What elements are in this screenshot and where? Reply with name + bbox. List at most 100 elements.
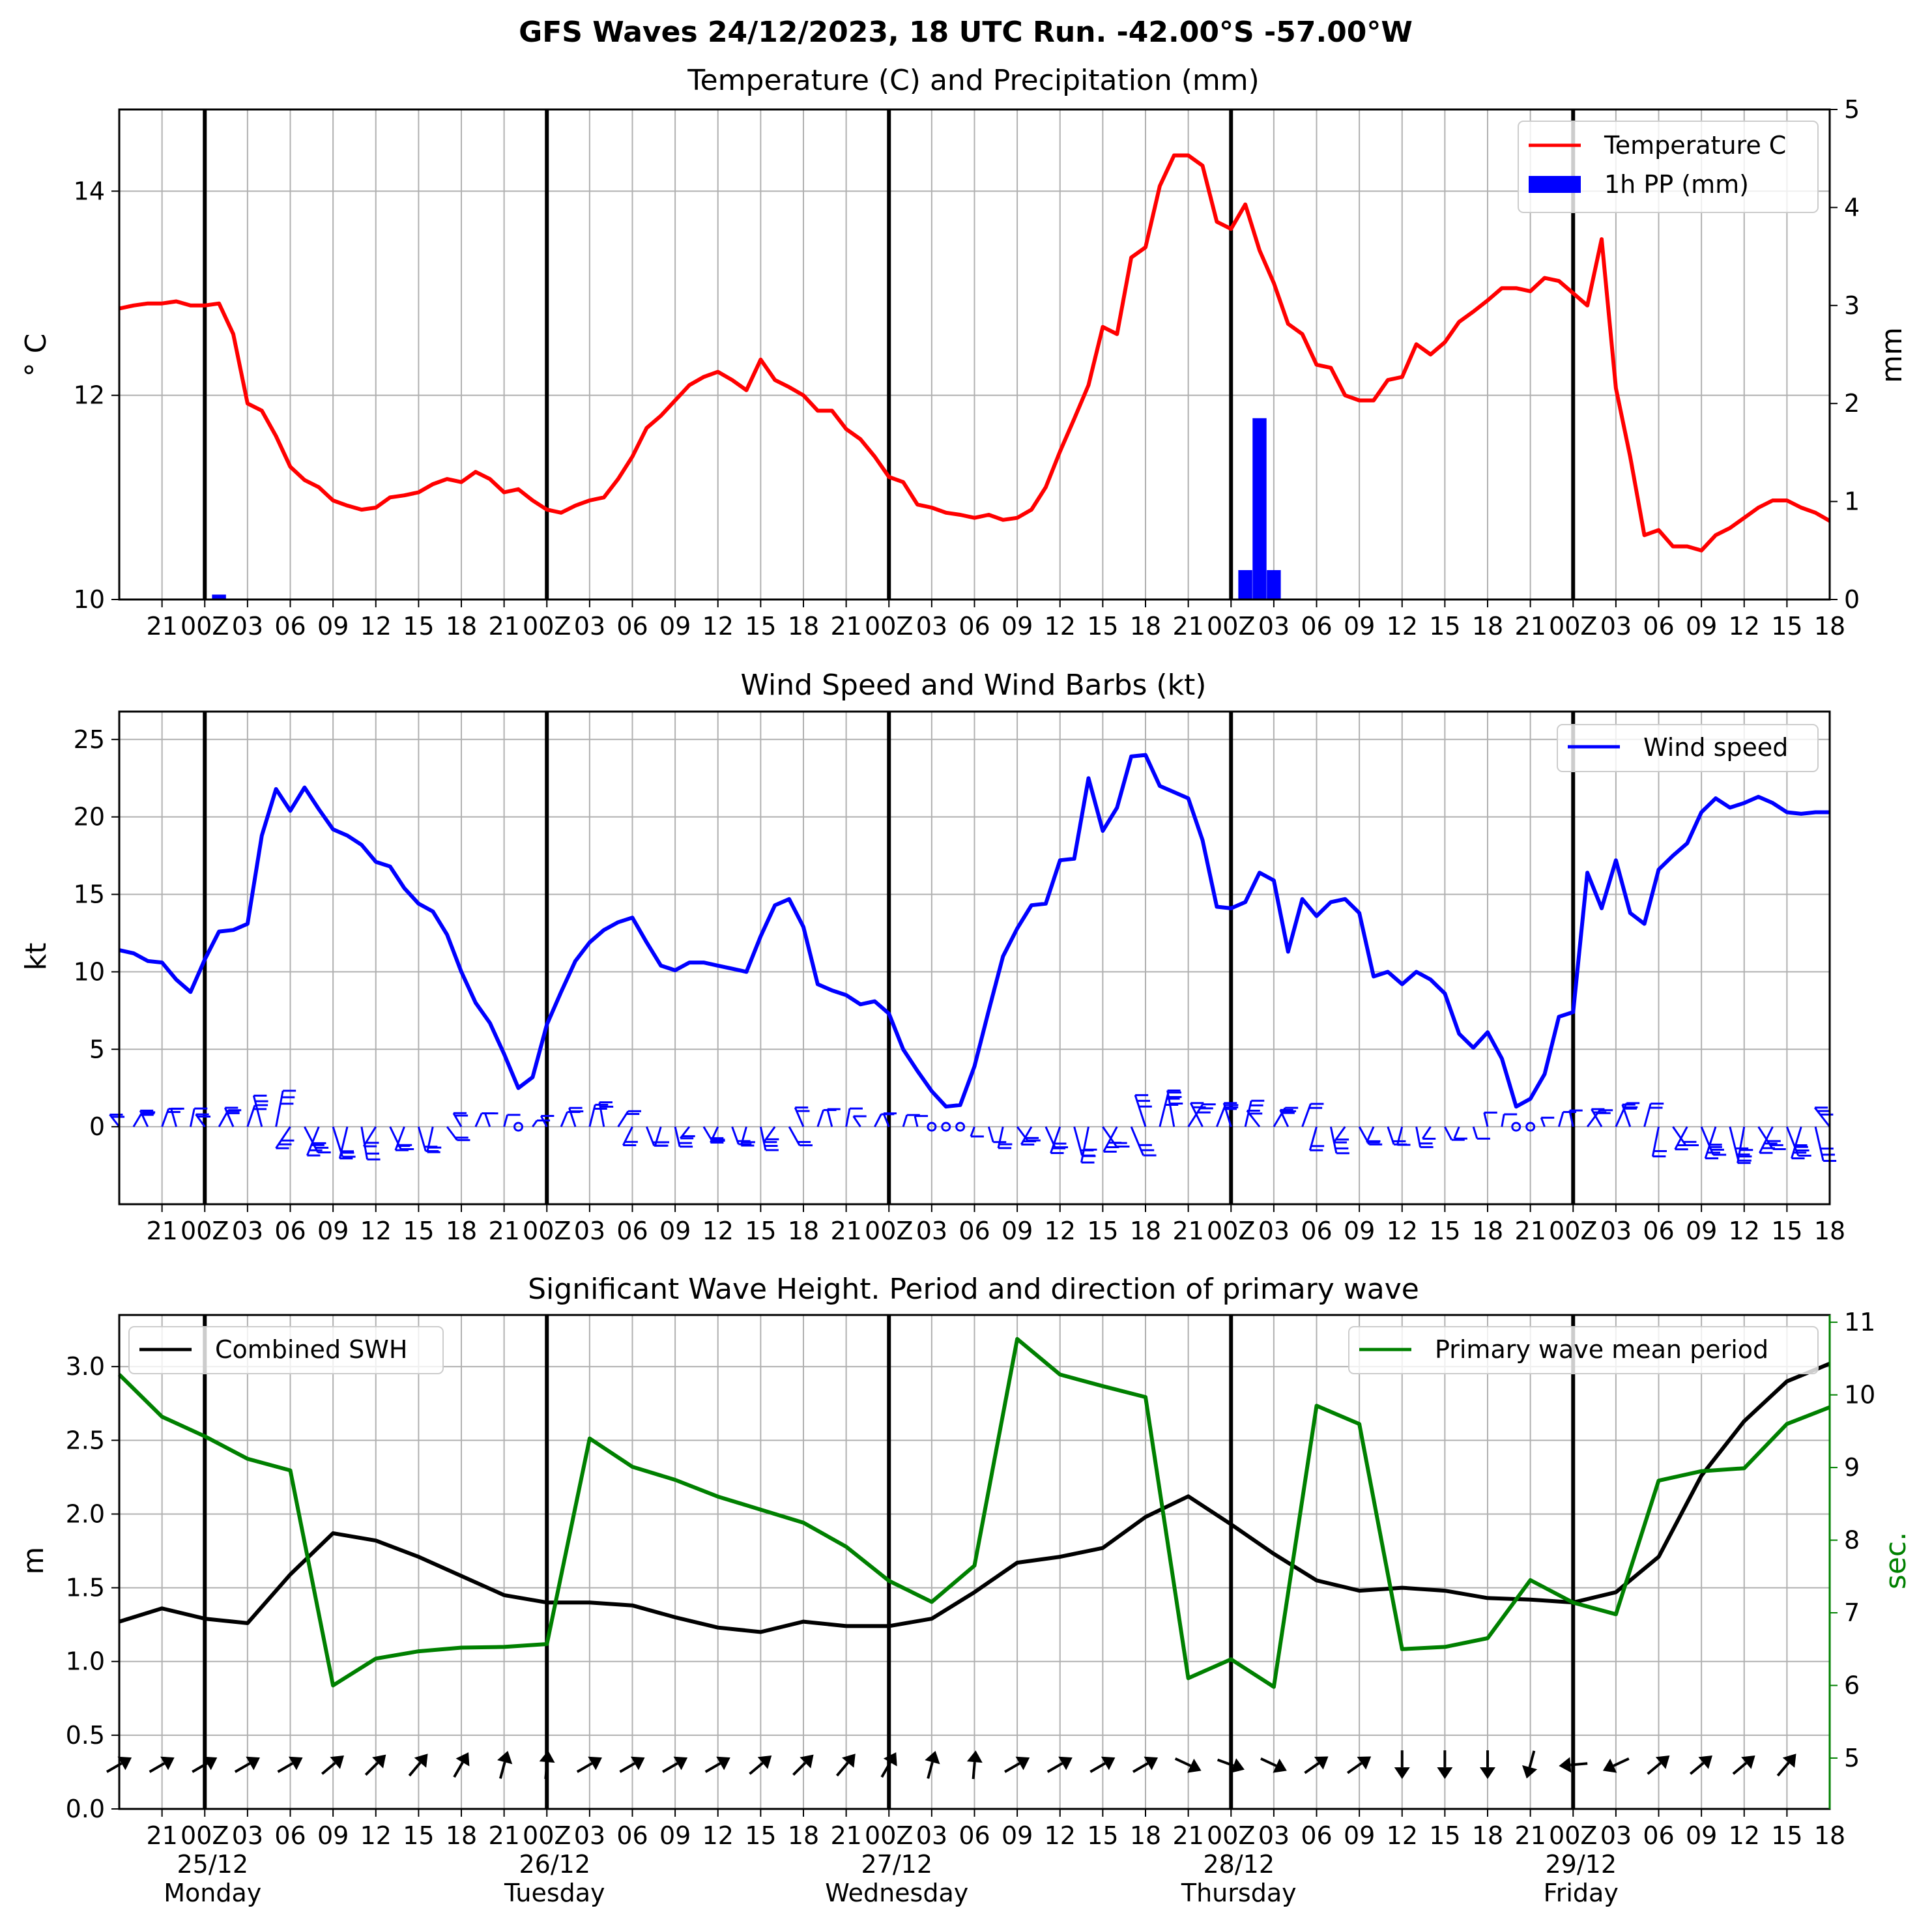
wind-barb — [568, 1106, 584, 1127]
wind-barb-staff — [763, 1126, 776, 1143]
x-tick-label: 03 — [574, 1217, 605, 1245]
wind-barb-staff — [740, 1126, 747, 1146]
wind-barb-staff — [1308, 1126, 1318, 1151]
x-day-name-label: Tuesday — [504, 1879, 605, 1907]
wind-barb — [1050, 1126, 1066, 1155]
precip-bar — [1238, 570, 1252, 599]
x-tick-label: 09 — [1344, 1821, 1375, 1850]
wave-direction-arrow-head — [1437, 1767, 1453, 1780]
x-tick-label: 21 — [488, 1217, 519, 1245]
wind-barb — [1814, 1126, 1837, 1162]
wave-direction-arrow-head — [630, 1756, 645, 1770]
wave-direction-arrow-head — [1559, 1757, 1572, 1773]
wind-barb-staff — [1246, 1110, 1261, 1128]
y-tick-label: 2.0 — [66, 1499, 105, 1528]
wave-direction-arrow — [619, 1756, 645, 1773]
wave-direction-arrow — [149, 1756, 175, 1773]
x-tick-label: 06 — [1643, 612, 1674, 641]
x-tick-label: 00Z — [1207, 612, 1255, 641]
wind-legend-label: Wind speed — [1643, 733, 1788, 762]
wind-barb — [1020, 1126, 1037, 1146]
wind-barb — [306, 1126, 324, 1157]
wind-barb — [1366, 1126, 1380, 1144]
wave-direction-arrow-head — [1782, 1754, 1796, 1768]
y2-tick-label: 2 — [1844, 389, 1860, 418]
wind-barb — [1737, 1126, 1753, 1164]
x-tick-label: 00Z — [1549, 612, 1597, 641]
wind-barb-staff — [1791, 1126, 1802, 1159]
wave-direction-arrow-shaft — [498, 1761, 506, 1779]
wind-barb-staff — [874, 1114, 882, 1127]
x-tick-label: 12 — [1729, 1217, 1760, 1245]
wave-direction-arrow-shaft — [1570, 1762, 1588, 1767]
wind-barb-staff — [997, 1126, 1004, 1149]
wind-barb — [617, 1110, 641, 1127]
wind-barb — [680, 1126, 695, 1140]
x-tick-label: 06 — [274, 1821, 306, 1850]
x-tick-label: 09 — [659, 612, 691, 641]
y2-tick-label: 1 — [1844, 487, 1860, 516]
x-tick-label: 15 — [1087, 1821, 1118, 1850]
y-tick-label: 0.5 — [66, 1721, 105, 1750]
y-tick-label: 12 — [74, 381, 105, 410]
wave-direction-arrow — [1689, 1755, 1712, 1775]
x-tick-label: 12 — [360, 612, 392, 641]
wave-direction-arrow-head — [1521, 1765, 1538, 1779]
wind-barb-staff — [306, 1126, 320, 1156]
wind-barb — [1700, 1126, 1727, 1156]
wave-direction-arrow — [966, 1750, 983, 1780]
wave-direction-arrow-head — [372, 1754, 386, 1769]
x-tick-label: 06 — [959, 612, 990, 641]
wave-direction-arrow — [1776, 1754, 1796, 1777]
x-tick-label: 15 — [745, 1821, 776, 1850]
x-tick-label: 21 — [830, 1217, 861, 1245]
wind-barb-staff — [540, 1115, 548, 1127]
swh-legend: Combined SWH — [128, 1326, 444, 1374]
y-tick-label: 1.0 — [66, 1647, 105, 1676]
wave-direction-arrow — [408, 1754, 428, 1777]
wind-barb-calm — [955, 1121, 966, 1132]
wind-barb-staff — [1591, 1108, 1603, 1127]
y2-tick-label: 3 — [1844, 291, 1860, 320]
wind-barb-staff — [598, 1102, 605, 1127]
wind-barb — [1246, 1109, 1263, 1128]
x-tick-label: 09 — [1686, 1217, 1717, 1245]
x-tick-label: 21 — [830, 612, 861, 641]
wave-direction-arrow-head — [883, 1752, 897, 1767]
wind-barb — [1540, 1116, 1555, 1127]
wind-barb-staff — [1759, 1126, 1774, 1153]
wave-direction-arrow — [453, 1752, 470, 1778]
wave-direction-arrow — [1521, 1750, 1538, 1779]
x-tick-label: 00Z — [1207, 1217, 1255, 1245]
swh-axis-label: m — [17, 1547, 50, 1575]
wind-barb — [588, 1103, 609, 1127]
x-tick-label: 12 — [360, 1821, 392, 1850]
y2-tick-label: 11 — [1844, 1308, 1875, 1336]
wave-direction-arrow — [1602, 1757, 1630, 1773]
wave-direction-arrow — [835, 1754, 856, 1777]
wave-direction-arrow — [925, 1750, 940, 1779]
wave-direction-arrow-shaft — [277, 1762, 293, 1773]
wave-direction-arrow — [749, 1755, 772, 1775]
wind-barb-staff — [970, 1126, 975, 1137]
wind-barb — [1134, 1094, 1152, 1127]
y2-tick-label: 5 — [1844, 95, 1860, 124]
wind-barb-staff — [1814, 1126, 1824, 1161]
wind-barb — [1422, 1126, 1436, 1140]
wave-direction-arrow-shaft — [1046, 1762, 1063, 1773]
wave-direction-arrow — [497, 1750, 513, 1779]
x-tick-label: 06 — [274, 612, 306, 641]
y-tick-label: 15 — [74, 880, 105, 909]
x-tick-label: 15 — [403, 612, 434, 641]
wind-barb-staff — [622, 1126, 633, 1146]
wind-barb-staff — [654, 1126, 662, 1146]
x-tick-label: 15 — [403, 1217, 434, 1245]
wind-legend: Wind speed — [1557, 724, 1819, 772]
wave-direction-arrow — [1260, 1757, 1287, 1773]
x-tick-label: 12 — [702, 1821, 734, 1850]
wind-barb — [360, 1126, 381, 1161]
wind-barb-staff — [275, 1090, 284, 1127]
x-tick-label: 03 — [916, 1821, 947, 1850]
x-tick-label: 00Z — [865, 612, 913, 641]
wind-barb — [1472, 1126, 1490, 1140]
